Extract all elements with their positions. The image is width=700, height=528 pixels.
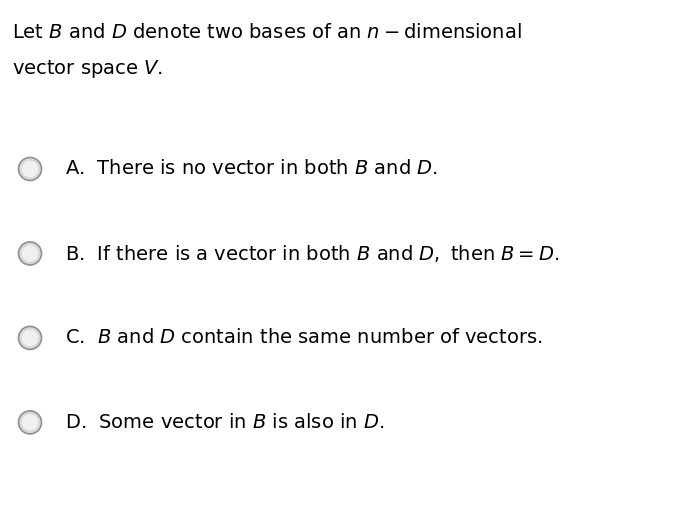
Text: A.  There is no vector in both $\mathit{B}$ and $\mathit{D}.$: A. There is no vector in both $\mathit{B… (65, 159, 438, 178)
Text: vector space $\mathit{V}.$: vector space $\mathit{V}.$ (12, 58, 163, 80)
Text: B.  If there is a vector in both $\mathit{B}$ and $\mathit{D},$ then $\mathit{B}: B. If there is a vector in both $\mathit… (65, 243, 559, 264)
Circle shape (22, 245, 38, 262)
Text: Let $\mathit{B}$ and $\mathit{D}$ denote two bases of an $n-$dimensional: Let $\mathit{B}$ and $\mathit{D}$ denote… (12, 23, 522, 42)
Circle shape (22, 414, 38, 431)
Circle shape (22, 329, 38, 346)
Text: D.  Some vector in $\mathit{B}$ is also in $\mathit{D}.$: D. Some vector in $\mathit{B}$ is also i… (65, 413, 384, 432)
Circle shape (18, 411, 41, 434)
Circle shape (22, 161, 38, 177)
Circle shape (18, 157, 41, 181)
Circle shape (18, 242, 41, 265)
Text: C.  $\mathit{B}$ and $\mathit{D}$ contain the same number of vectors.: C. $\mathit{B}$ and $\mathit{D}$ contain… (65, 328, 542, 347)
Circle shape (18, 326, 41, 350)
